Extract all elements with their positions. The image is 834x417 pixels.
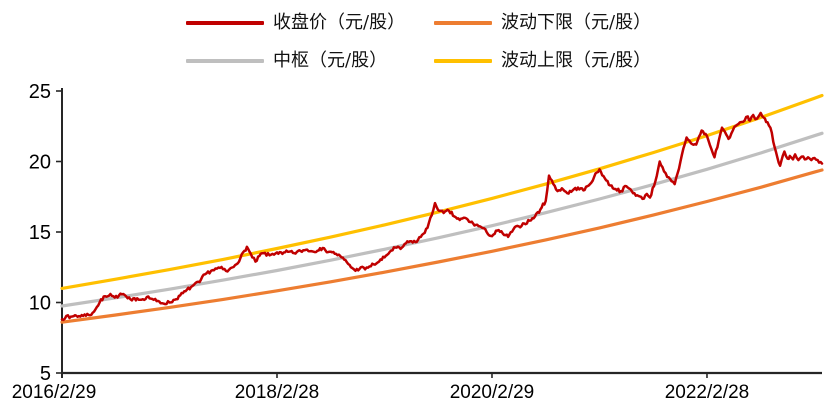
x-tick-label: 2018/2/28	[235, 382, 320, 403]
y-tick-label: 10	[29, 293, 51, 315]
y-tick-label: 15	[29, 222, 51, 244]
legend-swatch-lower-band	[434, 21, 492, 25]
x-tick-label: 2016/2/29	[12, 382, 97, 403]
legend-item-close-price: 收盘价（元/股）	[186, 11, 405, 35]
legend-label-lower-band: 波动下限（元/股）	[501, 12, 652, 33]
legend-item-center-line: 中枢（元/股）	[186, 49, 387, 73]
legend-label-close-price: 收盘价（元/股）	[273, 12, 406, 33]
legend-label-center-line: 中枢（元/股）	[273, 50, 388, 71]
legend-item-lower-band: 波动下限（元/股）	[434, 11, 651, 35]
legend-swatch-center-line	[186, 59, 264, 63]
y-tick-label: 25	[29, 81, 51, 103]
series-line-center-line	[60, 131, 824, 308]
series-line-upper-band	[60, 93, 824, 290]
y-tick-label: 5	[40, 363, 51, 385]
legend-label-upper-band: 波动上限（元/股）	[501, 50, 652, 71]
legend-swatch-close-price	[186, 21, 264, 25]
series-line-close-price	[60, 111, 824, 322]
legend-item-upper-band: 波动上限（元/股）	[434, 49, 651, 73]
x-tick-label: 2020/2/29	[450, 382, 535, 403]
y-tick-label: 20	[29, 152, 51, 174]
x-tick-label: 2022/2/28	[665, 382, 750, 403]
legend-swatch-upper-band	[434, 59, 492, 63]
series-line-lower-band	[60, 168, 824, 324]
